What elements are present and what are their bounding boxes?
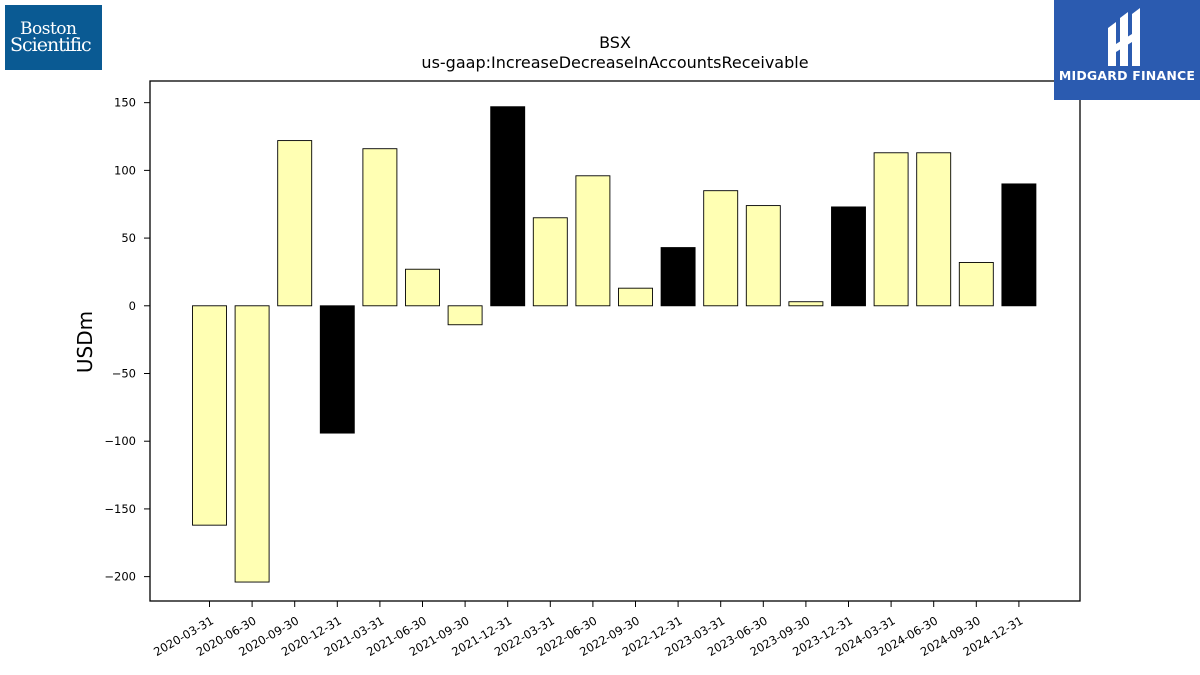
chart-title: BSX	[599, 33, 631, 52]
y-tick-label: −100	[104, 434, 136, 448]
bar-2021-06-30	[405, 268, 440, 307]
y-tick-label: −150	[104, 502, 136, 516]
x-axis-ticks: 2020-03-312020-06-302020-09-302020-12-31…	[151, 601, 1025, 659]
bar-2020-09-30	[277, 140, 313, 307]
bars-group	[192, 106, 1037, 583]
midgard-finance-logo: MIDGARD FINANCE	[1054, 0, 1200, 100]
bar-2024-03-31	[873, 152, 909, 307]
y-tick-label: 0	[129, 299, 136, 313]
logo-right-text: MIDGARD FINANCE	[1058, 68, 1196, 83]
bar-2022-06-30	[575, 175, 611, 307]
bar-2021-12-31	[490, 106, 526, 307]
bar-2024-09-30	[958, 262, 994, 307]
bar-2024-06-30	[916, 152, 952, 307]
bar-2020-12-31	[319, 305, 355, 434]
logo-left-line2: Scientific	[10, 34, 92, 56]
bar-2023-09-30	[788, 301, 824, 307]
bar-2020-03-31	[192, 305, 227, 526]
bar-2023-12-31	[831, 206, 866, 307]
y-tick-label: 50	[121, 231, 136, 245]
bar-2024-12-31	[1001, 183, 1037, 307]
plot-frame	[149, 80, 1081, 602]
bar-2023-06-30	[745, 205, 781, 307]
bar-2022-09-30	[618, 287, 653, 307]
bar-2023-03-31	[703, 190, 739, 307]
boston-scientific-logo: Boston Scientific	[5, 5, 102, 70]
chart-subtitle: us-gaap:IncreaseDecreaseInAccountsReceiv…	[421, 53, 808, 72]
bar-2020-06-30	[234, 305, 270, 583]
y-tick-label: −200	[104, 570, 136, 584]
midgard-logo-icon	[1108, 8, 1140, 66]
bar-2021-09-30	[447, 305, 483, 326]
y-axis-ticks: −200 −150 −100 −50 0 50 100 150	[104, 96, 150, 584]
bar-2021-03-31	[362, 148, 398, 307]
logo-left-line1: Boston	[20, 19, 77, 39]
y-tick-label: 100	[114, 163, 136, 177]
y-axis-label: USDm	[73, 311, 97, 373]
bar-2022-12-31	[660, 247, 696, 307]
y-tick-label: −50	[112, 367, 136, 381]
bar-2022-03-31	[532, 217, 568, 307]
y-tick-label: 150	[114, 96, 136, 110]
